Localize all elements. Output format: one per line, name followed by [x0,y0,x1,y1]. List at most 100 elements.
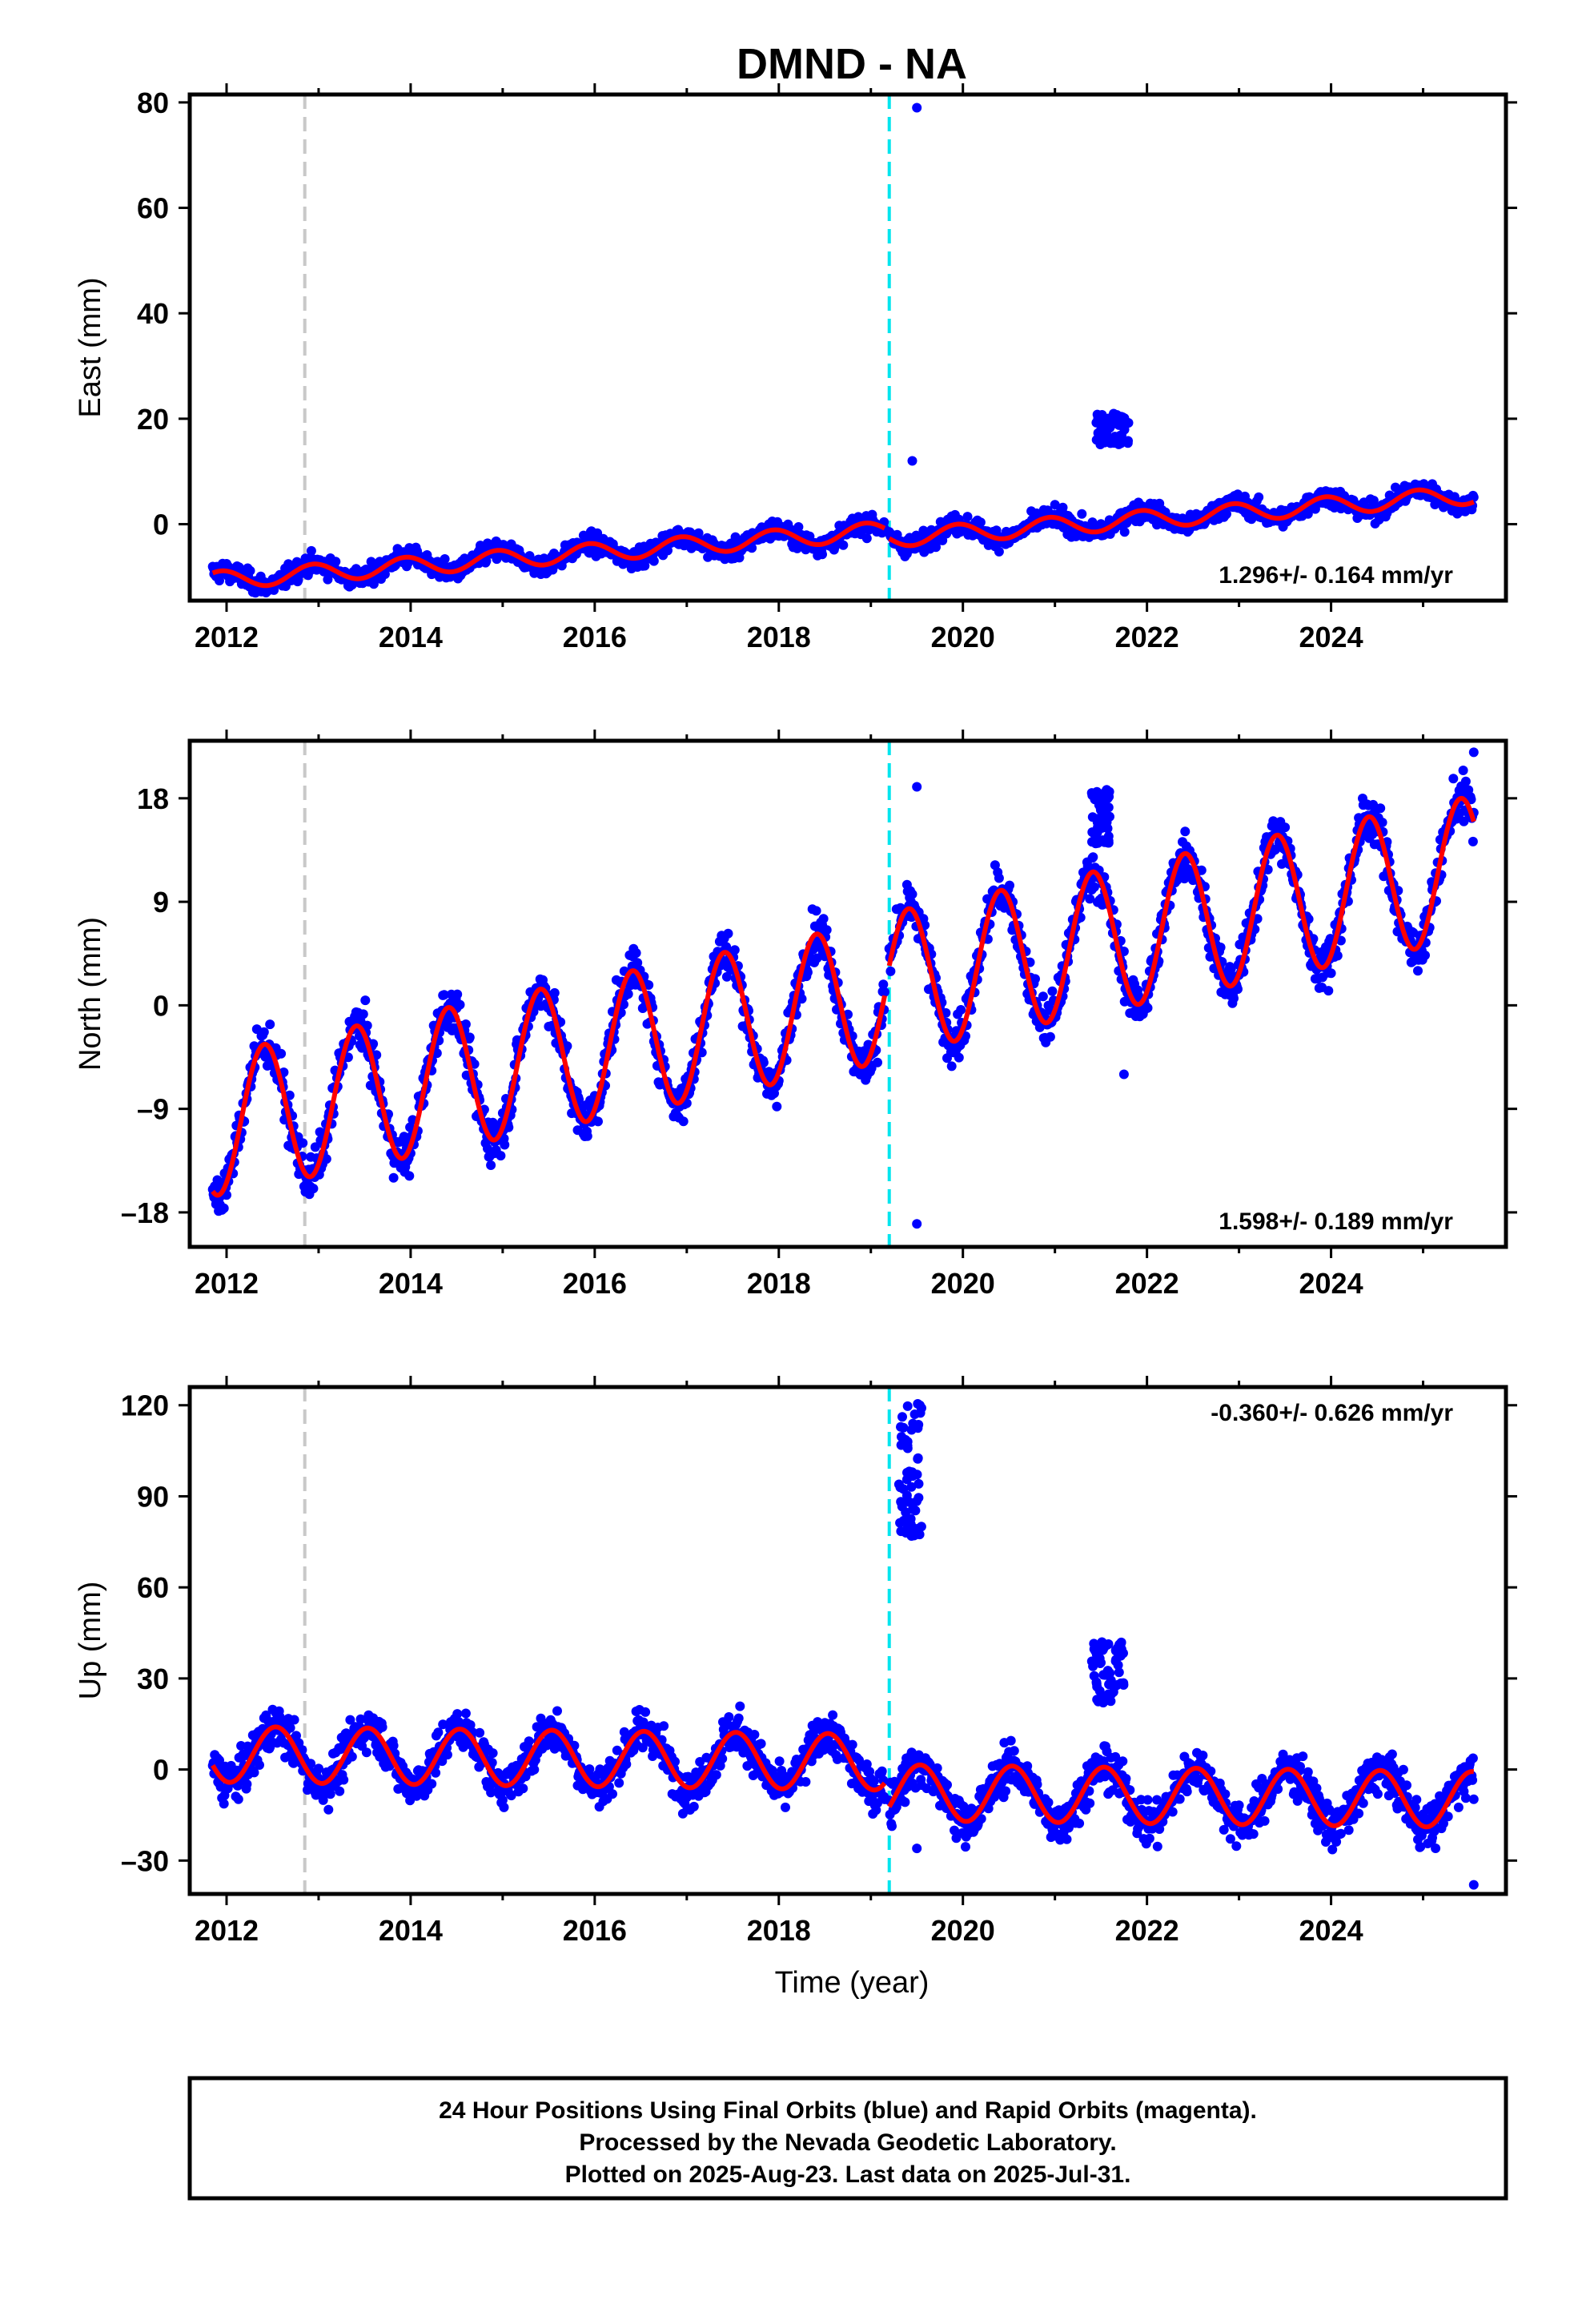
up-point [323,1804,334,1815]
north-point [880,987,889,997]
east-y-tick-label: 20 [137,403,169,436]
north-point [631,948,641,958]
north-anomaly-point [1099,836,1110,846]
up-point [659,1721,669,1731]
up-point [524,1736,534,1747]
up-point [233,1794,243,1804]
east-point [1254,492,1264,502]
north-point [1045,1031,1055,1042]
up-point [801,1777,811,1787]
east-point [663,545,673,556]
up-plot-area [207,1387,1479,1894]
north-point [632,958,643,968]
east-point [975,517,986,528]
east-anomaly-point [1123,418,1134,428]
north-point [259,1027,269,1037]
north-outlier-point [912,1219,922,1229]
north-x-tick-label: 2014 [379,1267,443,1300]
north-outlier-point [1118,1069,1129,1080]
east-point [1368,496,1379,505]
north-point [1252,914,1263,924]
north-point [1377,818,1387,827]
north-point [362,1020,372,1031]
north-point [1038,991,1048,1002]
up-point [452,1709,463,1719]
up-point [506,1791,516,1801]
up-point [460,1708,471,1719]
north-point [343,1052,353,1063]
north-point [678,1116,689,1127]
north-y-tick-label: –9 [137,1093,169,1126]
up-point [724,1712,734,1722]
north-point [811,906,821,916]
east-point [861,533,872,544]
east-point [440,554,450,564]
north-x-tick-label: 2022 [1115,1267,1179,1300]
east-data-points [207,103,1479,598]
up-point [711,1770,721,1780]
up-point [433,1727,444,1738]
north-x-tick-label: 2012 [195,1267,259,1300]
north-point [439,990,449,1000]
north-point [284,1090,295,1100]
north-point [1280,822,1291,833]
up-point [499,1802,509,1812]
north-point [1448,774,1459,784]
east-x-tick-label: 2022 [1115,621,1179,653]
north-point [946,1061,957,1072]
north-point [1180,826,1191,837]
north-point [1196,865,1207,875]
north-point [593,1116,603,1127]
north-point [308,1184,319,1194]
up-point [249,1767,259,1778]
up-point [377,1722,387,1732]
up-point [325,1789,335,1799]
east-anomaly-point [1095,440,1106,449]
up-point [717,1754,728,1764]
north-x-tick-label: 2018 [747,1267,811,1300]
up-point [781,1802,790,1812]
up-point [465,1720,476,1730]
east-outlier-point [912,103,922,113]
up-point [689,1801,699,1811]
north-point [1089,882,1099,892]
east-point [215,576,224,585]
up-point [442,1750,452,1760]
north-anomaly-point [1100,787,1110,798]
north-point [298,1138,308,1148]
north-anomaly-point [1092,789,1102,799]
up-point [529,1764,540,1775]
north-point [956,1005,966,1015]
north-point [251,1024,262,1035]
north-anomaly-point [1098,798,1108,809]
east-point [817,549,827,560]
up-point [733,1713,744,1723]
north-y-tick-label: –18 [121,1196,169,1229]
up-point [584,1764,595,1775]
north-point [907,889,917,899]
north-point [729,945,740,955]
east-x-tick-label: 2020 [931,621,995,653]
north-x-tick-label: 2020 [931,1267,995,1300]
north-y-axis-label: North (mm) [74,917,107,1071]
north-point [812,953,822,963]
north-point [504,1122,514,1132]
up-point [242,1779,252,1789]
north-point [562,1041,572,1051]
north-point [1420,950,1430,960]
north-point [1263,864,1273,875]
north-point [464,1032,475,1043]
up-point [427,1779,437,1789]
north-anomaly-point [1097,815,1107,826]
up-point [735,1701,745,1711]
east-point [1222,509,1231,519]
east-x-tick-label: 2016 [563,621,627,653]
up-point [361,1747,371,1758]
east-point [648,556,659,566]
east-y-tick-label: 0 [153,509,169,541]
east-point [1468,492,1479,502]
